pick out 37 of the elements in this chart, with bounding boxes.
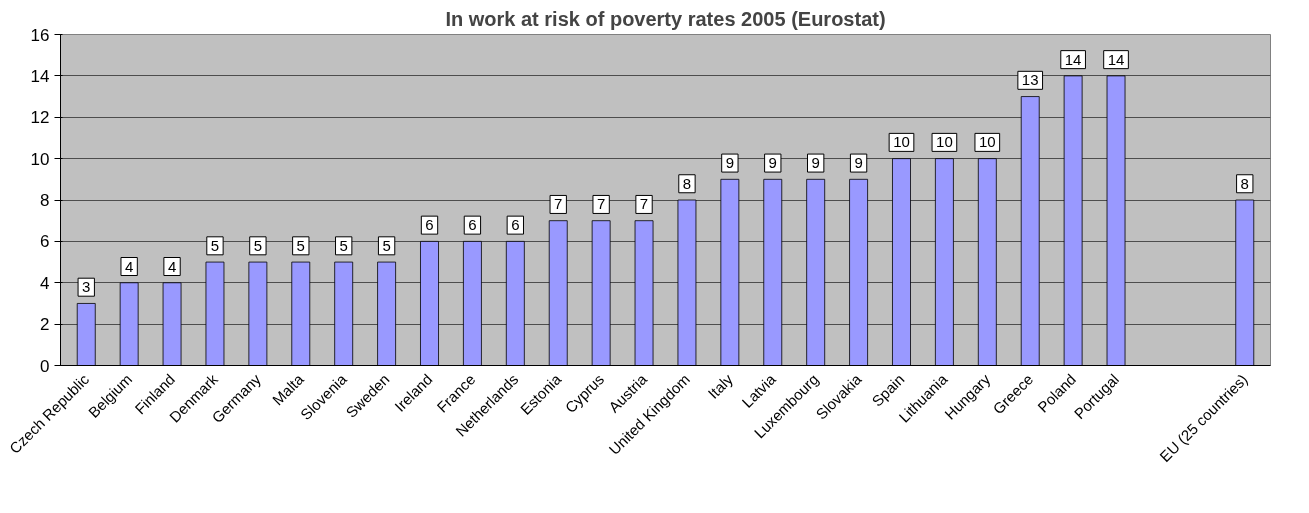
x-tick-label: Italy bbox=[704, 370, 737, 402]
y-tick-label: 14 bbox=[30, 66, 50, 86]
data-label: 10 bbox=[893, 133, 910, 151]
data-label: 14 bbox=[1107, 50, 1125, 68]
y-tick-label: 0 bbox=[40, 356, 50, 376]
y-tick-label: 16 bbox=[30, 25, 50, 45]
y-tick-label: 8 bbox=[40, 191, 50, 210]
chart-title: In work at risk of poverty rates 2005 (Eurostat) bbox=[445, 7, 886, 30]
data-label: 9 bbox=[725, 154, 735, 172]
data-label: 4 bbox=[124, 257, 134, 275]
y-tick-label: 4 bbox=[40, 273, 50, 293]
data-label: 14 bbox=[1064, 50, 1082, 68]
y-tick-label: 2 bbox=[40, 315, 50, 335]
data-label: 6 bbox=[511, 216, 520, 234]
data-label: 6 bbox=[468, 216, 477, 234]
y-tick-label: 12 bbox=[30, 108, 50, 128]
data-label: 4 bbox=[167, 257, 177, 275]
data-label: 5 bbox=[382, 236, 391, 254]
data-label: 9 bbox=[854, 154, 863, 172]
data-label: 5 bbox=[296, 236, 305, 254]
data-label: 9 bbox=[811, 154, 820, 172]
data-label: 3 bbox=[82, 278, 91, 296]
y-tick-label: 6 bbox=[40, 232, 50, 252]
data-label: 9 bbox=[768, 154, 777, 172]
data-label: 8 bbox=[1240, 174, 1249, 192]
data-label: 7 bbox=[596, 195, 606, 213]
data-label: 5 bbox=[339, 236, 348, 254]
data-label: 10 bbox=[978, 133, 996, 151]
y-tick-label: 10 bbox=[30, 149, 50, 169]
data-label: 7 bbox=[639, 195, 649, 213]
data-label: 13 bbox=[1021, 71, 1039, 89]
data-label: 7 bbox=[554, 195, 563, 213]
data-label: 5 bbox=[210, 236, 220, 254]
data-label: 10 bbox=[936, 133, 953, 151]
data-label: 6 bbox=[425, 216, 434, 234]
data-label: 5 bbox=[253, 236, 263, 254]
data-label: 8 bbox=[682, 174, 692, 192]
